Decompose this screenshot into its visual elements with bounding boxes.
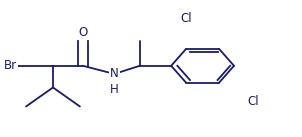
Text: Cl: Cl — [247, 95, 259, 108]
Text: H: H — [110, 83, 119, 96]
Text: O: O — [78, 26, 88, 39]
Text: Br: Br — [4, 59, 17, 72]
Text: N: N — [110, 67, 119, 80]
Text: Cl: Cl — [180, 12, 192, 25]
